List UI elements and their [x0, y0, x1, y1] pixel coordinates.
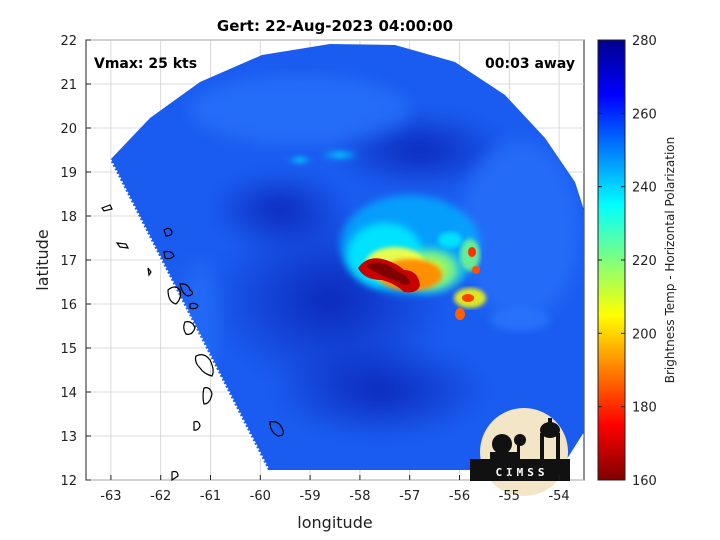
- y-axis-ticks: 12 13 14 15 16 17 18 19 20 21 22: [60, 34, 91, 489]
- y-axis-label: latitude: [33, 229, 52, 290]
- x-tick-label: -60: [250, 489, 271, 504]
- colorbar-scale: [597, 39, 626, 481]
- colorbar-tick-label: 280: [632, 34, 657, 49]
- colorbar-tick-label: 180: [632, 401, 657, 416]
- x-tick-label: -62: [150, 489, 171, 504]
- plot-area: Vmax: 25 kts 00:03 away CIMSS: [85, 39, 585, 496]
- colorbar-tick-label: 200: [632, 327, 657, 342]
- colorbar-label: Brightness Temp - Horizontal Polarizatio…: [663, 137, 677, 384]
- y-tick-label: 17: [60, 254, 77, 269]
- y-tick-label: 22: [60, 34, 77, 49]
- y-tick-label: 15: [60, 342, 77, 357]
- y-tick-label: 12: [60, 474, 77, 489]
- y-tick-label: 18: [60, 210, 77, 225]
- x-tick-label: -63: [100, 489, 121, 504]
- y-tick-label: 19: [60, 166, 77, 181]
- cimss-logo: CIMSS: [470, 408, 570, 496]
- logo-text: CIMSS: [495, 466, 548, 479]
- colorbar-tick-label: 260: [632, 107, 657, 122]
- x-tick-label: -59: [299, 489, 320, 504]
- y-tick-label: 20: [60, 122, 77, 137]
- x-axis-ticks: -63 -62 -61 -60 -59 -58 -57 -56 -55 -54: [100, 475, 570, 504]
- y-tick-label: 16: [60, 298, 77, 313]
- chart-title: Gert: 22-Aug-2023 04:00:00: [217, 17, 453, 35]
- x-tick-label: -58: [349, 489, 370, 504]
- x-tick-label: -55: [499, 489, 520, 504]
- colorbar-tick-label: 220: [632, 254, 657, 269]
- x-tick-label: -57: [399, 489, 420, 504]
- colorbar: 160 180 200 220 240 260 280 Brightness Temp - …: [597, 34, 677, 489]
- y-tick-label: 13: [60, 430, 77, 445]
- x-tick-label: -61: [200, 489, 221, 504]
- time-away-annotation: 00:03 away: [485, 56, 575, 72]
- colorbar-tick-label: 160: [632, 474, 657, 489]
- vmax-annotation: Vmax: 25 kts: [94, 56, 197, 72]
- x-tick-label: -56: [449, 489, 470, 504]
- y-tick-label: 14: [60, 386, 77, 401]
- y-tick-label: 21: [60, 78, 77, 93]
- x-axis-label: longitude: [297, 513, 372, 532]
- x-tick-label: -54: [548, 489, 569, 504]
- coastline-outlines: [101, 204, 284, 482]
- colorbar-tick-label: 240: [632, 181, 657, 196]
- colorbar-ticks: 160 180 200 220 240 260 280: [598, 34, 657, 489]
